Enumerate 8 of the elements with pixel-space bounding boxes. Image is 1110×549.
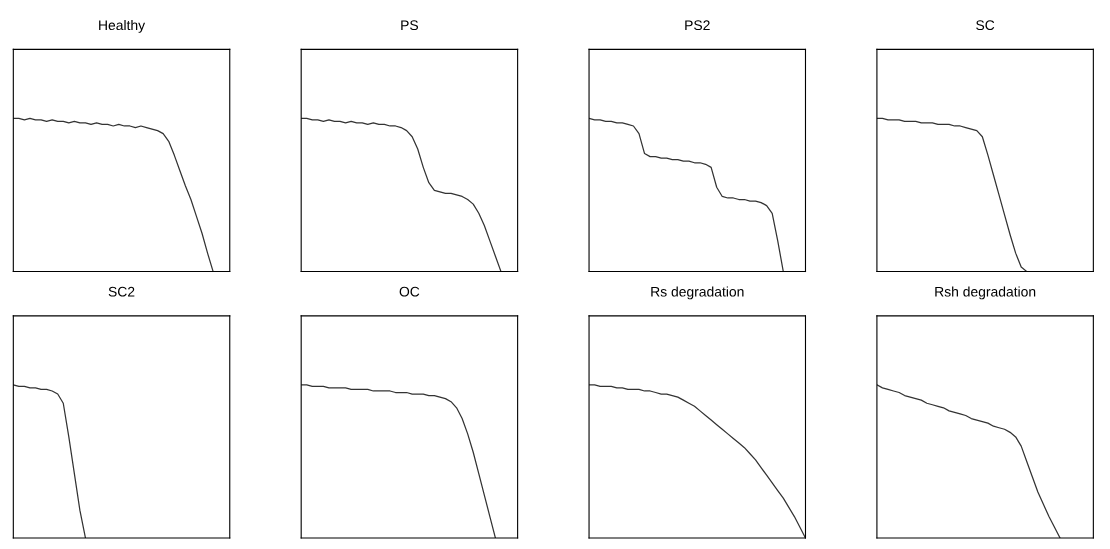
chart-title: PS2 <box>685 20 710 31</box>
chart-title: Healthy <box>99 19 146 33</box>
chart-title: SC2 <box>108 286 135 297</box>
chart-title: PS <box>401 20 419 31</box>
chart-title: Rsh degradation <box>935 286 1036 300</box>
chart-title: OC <box>399 286 420 297</box>
chart-title: Rs degradation <box>651 286 744 300</box>
chart-title: SC <box>976 20 995 31</box>
